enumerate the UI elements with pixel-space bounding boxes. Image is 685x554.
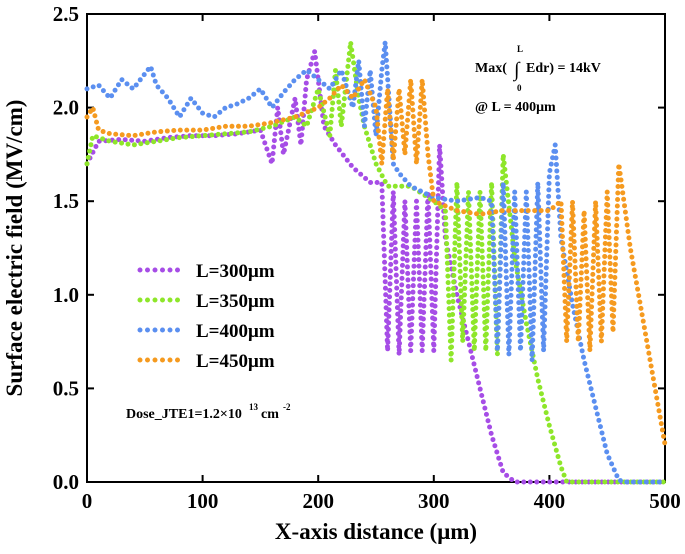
series-line <box>84 74 668 448</box>
series-line <box>84 41 668 485</box>
annotation: @ L = 400μm <box>475 100 556 115</box>
x-tick-label: 400 <box>534 489 566 513</box>
y-tick-label: 2.0 <box>53 96 79 120</box>
legend-label: L=350μm <box>196 291 275 312</box>
y-tick-label: 2.5 <box>53 2 79 26</box>
x-tick-label: 100 <box>187 489 219 513</box>
annotation: 13 <box>249 402 259 412</box>
x-tick-label: 500 <box>649 489 681 513</box>
annotation: Max( <box>475 61 507 76</box>
annotation: Edr) = 14kV <box>526 61 601 76</box>
x-axis-title: X-axis distance (μm) <box>275 519 477 544</box>
annotation: cm <box>261 407 279 422</box>
series-line <box>84 41 668 485</box>
y-tick-label: 0.5 <box>53 376 79 400</box>
y-tick-label: 0.0 <box>53 470 79 494</box>
x-tick-label: 0 <box>82 489 93 513</box>
x-tick-label: 300 <box>418 489 450 513</box>
annotation: Dose_JTE1=1.2×10 <box>126 407 242 422</box>
annotation: 0 <box>517 83 522 93</box>
annotation: ∫ <box>512 59 521 82</box>
y-tick-label: 1.0 <box>53 283 79 307</box>
annotation: -2 <box>283 402 291 412</box>
annotation: L <box>517 44 523 54</box>
legend-label: L=400μm <box>196 321 275 342</box>
plot-frame <box>86 13 666 483</box>
x-tick-label: 200 <box>302 489 334 513</box>
legend-label: L=300μm <box>196 261 275 282</box>
y-axis-title: Surface electric field (MV/cm) <box>2 100 27 397</box>
y-tick-label: 1.5 <box>53 189 79 213</box>
legend-label: L=450μm <box>196 351 275 372</box>
